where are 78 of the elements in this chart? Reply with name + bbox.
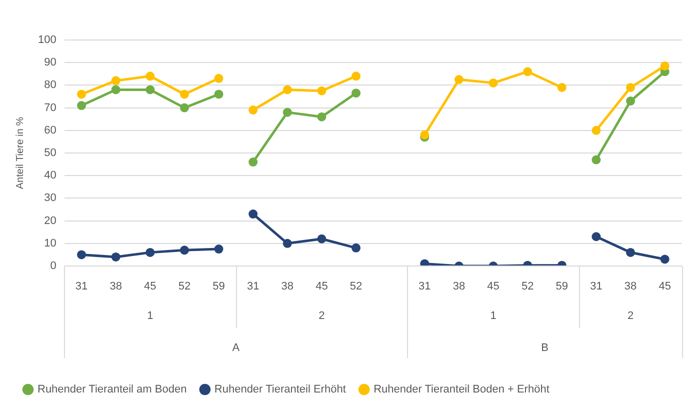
y-tick-label: 30 <box>44 192 56 204</box>
legend-label: Ruhender Tieranteil Boden + Erhöht <box>374 384 550 396</box>
x-tick-label: 31 <box>246 280 260 293</box>
point <box>557 82 566 92</box>
x-tick-label: 38 <box>624 280 637 293</box>
point <box>146 85 155 94</box>
y-tick-label: 80 <box>44 79 56 92</box>
y-axis-title: Anteil Tiere in % <box>14 116 26 190</box>
point <box>248 158 258 167</box>
point <box>660 254 670 264</box>
point <box>248 210 258 219</box>
text: B <box>541 342 548 354</box>
point <box>282 85 292 94</box>
point <box>352 72 361 81</box>
x-tick-label: 38 <box>281 280 294 293</box>
point <box>592 232 601 242</box>
point <box>146 72 155 81</box>
y-tick-label: 40 <box>44 170 56 182</box>
point <box>317 234 326 244</box>
text: A <box>232 342 240 354</box>
point <box>420 130 430 140</box>
point <box>592 126 601 135</box>
x-tick-label: 59 <box>212 280 225 293</box>
point <box>214 74 224 83</box>
point <box>214 90 224 99</box>
text: 2 <box>627 310 634 322</box>
point <box>248 106 258 115</box>
point <box>317 112 326 122</box>
point <box>592 155 601 164</box>
point <box>111 76 120 86</box>
x-tick-label: 45 <box>316 280 328 293</box>
point <box>626 96 636 106</box>
point <box>180 103 189 112</box>
x-tick-label: 52 <box>350 280 362 293</box>
x-tick-label: 59 <box>556 280 568 293</box>
x-tick-label: 45 <box>658 280 671 293</box>
text: 1 <box>490 310 496 322</box>
x-tick-label: 38 <box>452 280 466 293</box>
x-tick-label: 52 <box>178 280 191 293</box>
x-tick-label: 45 <box>487 280 500 293</box>
text: 1 <box>147 310 154 322</box>
x-tick-label: 31 <box>590 280 602 293</box>
x-tick-label: 31 <box>418 280 431 293</box>
point <box>180 90 189 99</box>
y-tick-label: 20 <box>44 214 56 227</box>
point <box>352 243 361 252</box>
point <box>626 82 636 92</box>
point <box>180 246 189 255</box>
y-tick-label: 0 <box>50 260 56 272</box>
point <box>282 108 292 117</box>
point <box>77 101 86 110</box>
y-tick-label: 60 <box>44 124 56 136</box>
point <box>660 61 670 70</box>
legend-label: Ruhender Tieranteil am Boden <box>38 384 187 396</box>
point <box>352 88 361 98</box>
text: 2 <box>318 310 325 322</box>
point <box>626 248 636 257</box>
point <box>77 250 86 260</box>
point <box>454 75 464 84</box>
point <box>111 85 120 94</box>
y-tick-label: 90 <box>44 56 56 69</box>
x-tick-label: 52 <box>521 280 534 293</box>
y-tick-label: 10 <box>44 237 56 250</box>
point <box>523 67 532 76</box>
point <box>214 244 224 254</box>
point <box>111 252 120 262</box>
x-tick-label: 45 <box>144 280 156 293</box>
point <box>146 248 155 257</box>
y-tick-label: 70 <box>44 102 56 114</box>
point <box>317 86 326 96</box>
y-tick-label: 100 <box>38 34 56 46</box>
point <box>77 90 86 99</box>
y-tick-label: 50 <box>44 147 56 160</box>
legend-label: Ruhender Tieranteil Erhöht <box>214 384 346 396</box>
x-tick-label: 38 <box>110 280 122 293</box>
point <box>282 238 292 248</box>
x-tick-label: 31 <box>75 280 88 293</box>
point <box>488 78 498 88</box>
